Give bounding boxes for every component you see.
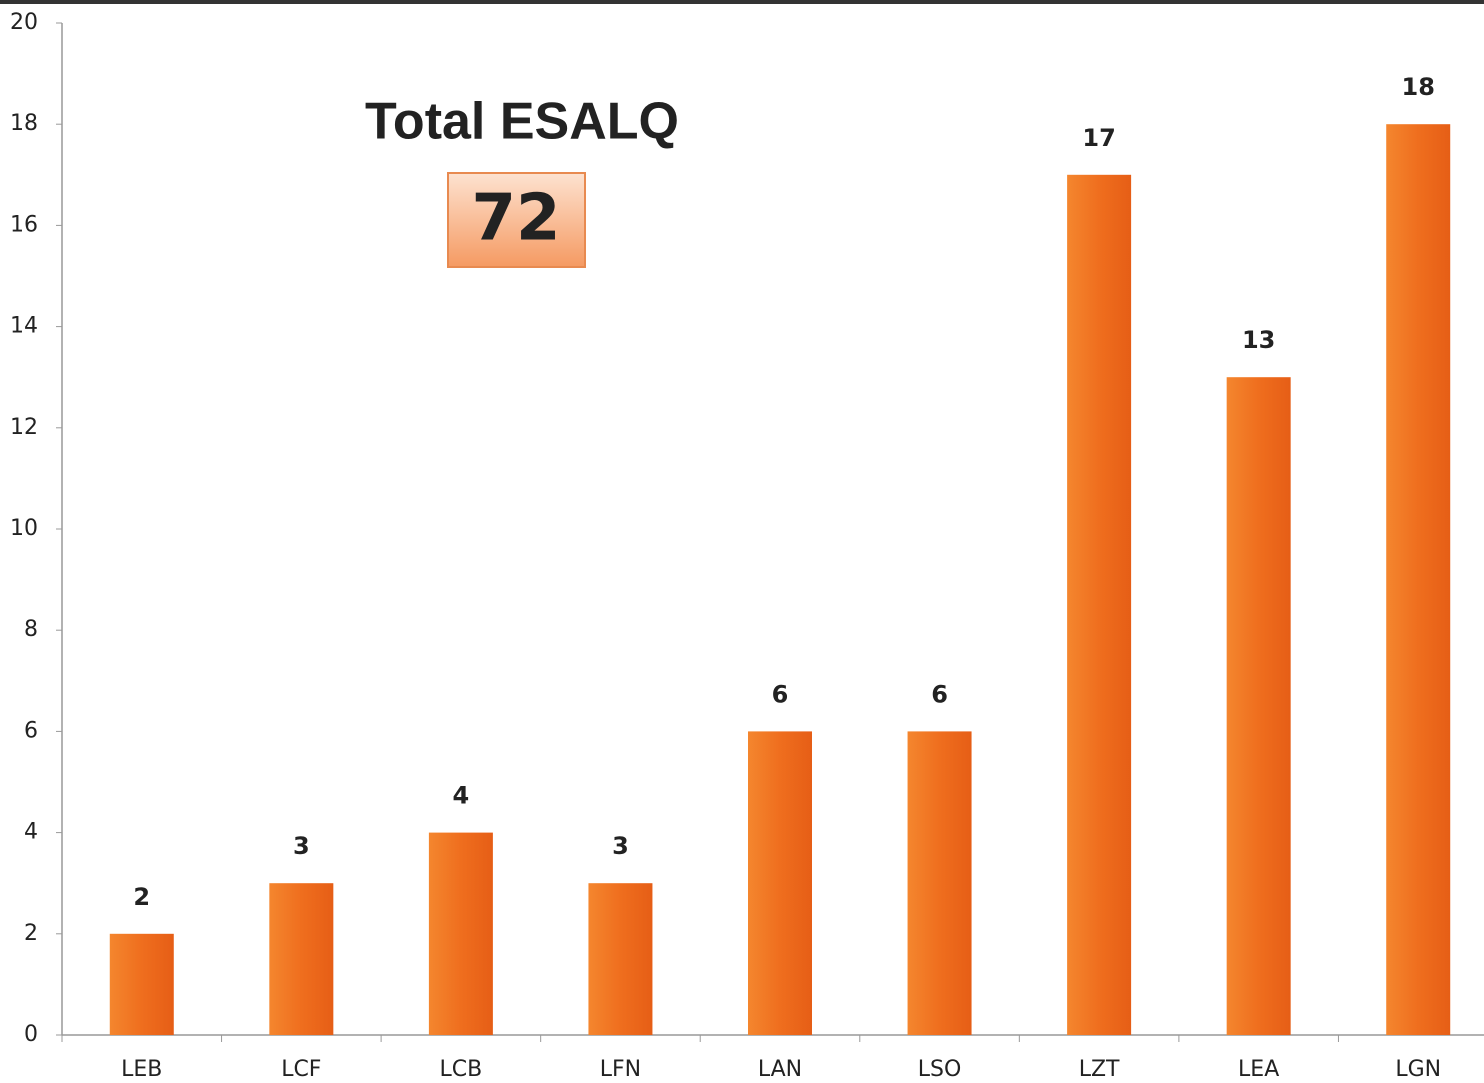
- x-tick-label: LGN: [1395, 1057, 1441, 1082]
- bar: [428, 832, 493, 1035]
- y-tick-label: 18: [10, 111, 38, 136]
- y-tick-label: 10: [10, 516, 38, 541]
- value-label: 6: [931, 680, 948, 708]
- bar: [1067, 174, 1132, 1036]
- bar: [109, 933, 174, 1035]
- y-tick-label: 20: [10, 10, 38, 35]
- y-tick-label: 14: [10, 314, 38, 339]
- y-tick-label: 16: [10, 212, 38, 237]
- value-label: 4: [453, 782, 470, 810]
- x-tick-label: LAN: [758, 1057, 802, 1082]
- chart-title: Total ESALQ: [365, 93, 679, 151]
- y-tick-label: 12: [10, 415, 38, 440]
- x-tick-label: LCF: [281, 1057, 321, 1082]
- x-tick-label: LEA: [1238, 1057, 1279, 1082]
- bar: [588, 883, 653, 1035]
- total-value: 72: [471, 182, 560, 256]
- bar: [907, 731, 972, 1035]
- x-tick-label: LEB: [121, 1057, 162, 1082]
- y-tick-label: 4: [24, 820, 38, 845]
- x-tick-label: LSO: [918, 1057, 962, 1082]
- bar: [1226, 377, 1291, 1035]
- value-label: 3: [293, 832, 310, 860]
- value-label: 3: [612, 832, 629, 860]
- bar: [269, 883, 334, 1035]
- top-border: [0, 0, 1484, 4]
- y-tick-label: 8: [24, 617, 38, 642]
- y-tick-label: 2: [24, 921, 38, 946]
- bar: [1386, 124, 1451, 1035]
- y-tick-label: 0: [24, 1022, 38, 1047]
- y-tick-label: 6: [24, 718, 38, 743]
- value-label: 6: [772, 680, 789, 708]
- x-tick-label: LCB: [440, 1057, 483, 1082]
- bar: [748, 731, 812, 1035]
- value-label: 13: [1242, 326, 1275, 354]
- value-label: 2: [133, 883, 150, 911]
- x-tick-label: LZT: [1079, 1057, 1120, 1082]
- value-label: 18: [1402, 73, 1435, 101]
- x-tick-label: LFN: [600, 1057, 641, 1082]
- value-label: 17: [1082, 124, 1115, 152]
- total-box: [447, 172, 586, 268]
